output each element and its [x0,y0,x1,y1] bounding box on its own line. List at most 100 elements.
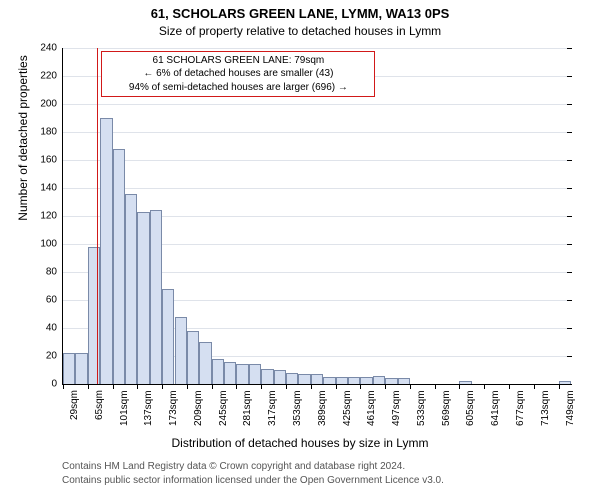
histogram-bar [199,342,211,384]
x-tick-label: 533sqm [413,390,427,426]
x-tick-mark [286,384,287,389]
x-tick-label: 317sqm [264,390,278,426]
x-tick-mark [459,384,460,389]
x-tick-mark [559,384,560,389]
x-tick-label: 173sqm [165,390,179,426]
footer-line-1: Contains HM Land Registry data © Crown c… [62,460,444,474]
histogram-bar [224,362,236,384]
y-tick-mark [567,76,572,77]
y-tick-mark [567,160,572,161]
x-axis-label: Distribution of detached houses by size … [0,436,600,450]
histogram-bar [162,289,174,384]
x-tick-mark [63,384,64,389]
histogram-bar [249,364,261,384]
histogram-bar [150,210,162,384]
y-tick-label: 100 [40,239,63,250]
x-tick-label: 209sqm [190,390,204,426]
y-tick-mark [567,272,572,273]
histogram-bar [63,353,75,384]
x-tick-label: 569sqm [438,390,452,426]
x-tick-mark [509,384,510,389]
y-tick-label: 0 [51,379,63,390]
grid-line [63,188,571,189]
annotation-box: 61 SCHOLARS GREEN LANE: 79sqm← 6% of det… [101,51,375,97]
histogram-bar [398,378,410,384]
grid-line [63,160,571,161]
x-tick-mark [162,384,163,389]
y-tick-label: 120 [40,211,63,222]
x-tick-mark [261,384,262,389]
histogram-bar [75,353,87,384]
x-tick-mark [410,384,411,389]
histogram-bar [100,118,112,384]
y-tick-mark [567,216,572,217]
x-tick-mark [435,384,436,389]
x-tick-label: 137sqm [140,390,154,426]
chart-container: 61, SCHOLARS GREEN LANE, LYMM, WA13 0PS … [0,0,600,500]
x-tick-label: 65sqm [91,390,105,420]
x-tick-label: 353sqm [289,390,303,426]
x-tick-mark [113,384,114,389]
x-tick-label: 749sqm [562,390,576,426]
y-tick-mark [567,384,572,385]
x-tick-mark [88,384,89,389]
y-axis-label: Number of detached properties [16,0,30,306]
x-tick-label: 281sqm [239,390,253,426]
x-tick-label: 677sqm [512,390,526,426]
histogram-bar [459,381,471,384]
histogram-bar [559,381,571,384]
y-tick-mark [567,356,572,357]
x-tick-label: 29sqm [66,390,80,420]
x-tick-mark [336,384,337,389]
x-tick-mark [484,384,485,389]
x-tick-label: 641sqm [487,390,501,426]
histogram-bar [113,149,125,384]
y-tick-label: 140 [40,183,63,194]
histogram-bar [261,369,273,384]
x-tick-mark [385,384,386,389]
y-tick-mark [567,132,572,133]
y-tick-label: 160 [40,155,63,166]
x-tick-mark [137,384,138,389]
histogram-bar [323,377,335,384]
grid-line [63,104,571,105]
y-tick-label: 180 [40,127,63,138]
y-tick-label: 220 [40,71,63,82]
x-tick-mark [236,384,237,389]
annotation-line: ← 6% of detached houses are smaller (43) [102,67,374,81]
y-tick-mark [567,48,572,49]
x-tick-label: 101sqm [116,390,130,426]
annotation-line: 94% of semi-detached houses are larger (… [102,81,374,95]
histogram-bar [137,212,149,384]
x-tick-mark [534,384,535,389]
footer-attribution: Contains HM Land Registry data © Crown c… [62,460,444,487]
x-tick-label: 389sqm [314,390,328,426]
x-tick-label: 497sqm [388,390,402,426]
y-tick-label: 20 [46,351,63,362]
grid-line [63,48,571,49]
y-tick-label: 40 [46,323,63,334]
histogram-bar [373,376,385,384]
y-tick-mark [567,104,572,105]
histogram-bar [274,370,286,384]
histogram-bar [360,377,372,384]
footer-line-2: Contains public sector information licen… [62,474,444,488]
x-tick-mark [360,384,361,389]
y-tick-mark [567,188,572,189]
histogram-bar [311,374,323,384]
x-tick-mark [311,384,312,389]
histogram-bar [125,194,137,384]
y-tick-label: 80 [46,267,63,278]
y-tick-label: 200 [40,99,63,110]
histogram-bar [298,374,310,384]
y-tick-label: 240 [40,43,63,54]
x-tick-label: 605sqm [462,390,476,426]
grid-line [63,132,571,133]
histogram-bar [348,377,360,384]
histogram-bar [385,378,397,384]
y-tick-mark [567,328,572,329]
x-tick-mark [212,384,213,389]
x-tick-label: 245sqm [215,390,229,426]
annotation-line: 61 SCHOLARS GREEN LANE: 79sqm [102,54,374,68]
histogram-bar [187,331,199,384]
